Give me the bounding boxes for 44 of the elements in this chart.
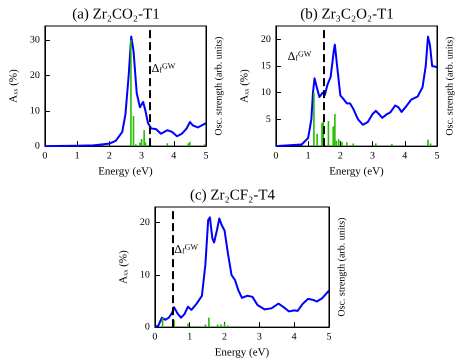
x-tick-label: 3 — [370, 150, 376, 162]
x-tick-label: 1 — [187, 332, 192, 343]
y-tick-label: 10 — [140, 269, 150, 280]
x-tick-label: 3 — [139, 150, 144, 162]
y-axis-title: Aₓₓ (%) — [8, 68, 20, 103]
y-tick-label: 20 — [30, 70, 40, 81]
ref-line-label: ΔfGW — [152, 61, 176, 75]
x-tick-label: 5 — [204, 150, 208, 162]
x-tick-label: 0 — [152, 332, 158, 343]
x-tick-label: 0 — [42, 150, 48, 162]
x-tick-label: 4 — [292, 332, 297, 343]
y2-axis-title: Osc. strength (arb. units) — [444, 36, 456, 136]
x-tick-label: 1 — [74, 150, 80, 162]
y2-axis-title: Osc. strength (arb. units) — [336, 217, 348, 317]
x-tick-label: 0 — [273, 150, 278, 162]
y-tick-label: 20 — [260, 34, 271, 45]
y-tick-label: 0 — [34, 140, 40, 152]
x-axis-title: Energy (eV) — [98, 166, 154, 178]
x-tick-label: 2 — [338, 150, 343, 162]
x-tick-label: 5 — [434, 150, 440, 162]
ref-line-label: ΔfGW — [174, 242, 198, 256]
y-axis-title: Aₓₓ (%) — [118, 250, 130, 284]
x-tick-label: 3 — [256, 332, 262, 343]
y-tick-label: 0 — [144, 322, 150, 333]
y-axis-title: Aₓₓ (%) — [238, 68, 250, 103]
x-axis-title: Energy (eV) — [329, 166, 384, 178]
ref-line-label: ΔfGW — [288, 49, 312, 63]
chart-title: (c) Zr₂CF₂-T4 — [190, 188, 276, 204]
y-tick-label: 10 — [30, 105, 40, 116]
x-tick-label: 2 — [106, 150, 112, 162]
y-tick-label: 5 — [266, 114, 271, 125]
y-tick-label: 30 — [30, 34, 40, 46]
x-tick-label: 4 — [171, 150, 176, 162]
y-tick-label: 15 — [260, 60, 271, 72]
x-axis-title: Energy (eV) — [214, 346, 270, 358]
y2-axis-title: Osc. strength (arb. units) — [214, 36, 224, 136]
x-tick-label: 4 — [402, 150, 408, 162]
chart-title: (b) Zr₃C₂O₂-T1 — [300, 6, 394, 22]
x-tick-label: 5 — [326, 332, 332, 343]
x-tick-label: 1 — [306, 150, 311, 162]
y-tick-label: 10 — [260, 87, 271, 98]
x-tick-label: 2 — [222, 332, 228, 343]
chart-title: (a) Zr₂CO₂-T1 — [72, 6, 160, 22]
y-tick-label: 20 — [140, 217, 150, 228]
